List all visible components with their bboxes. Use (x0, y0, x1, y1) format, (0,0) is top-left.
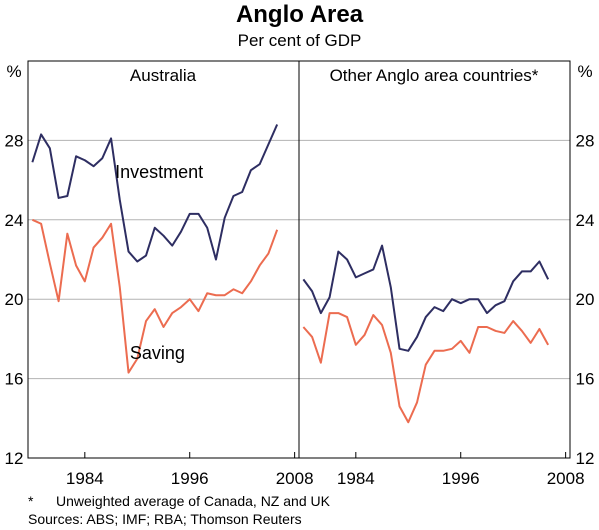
y-tick-label-right: 16 (576, 370, 595, 389)
x-tick-label: 2008 (547, 469, 585, 488)
sources-note: Sources: ABS; IMF; RBA; Thomson Reuters (28, 511, 302, 527)
y-tick-label-right: 24 (576, 211, 595, 230)
series-label-saving: Saving (130, 343, 185, 363)
panel-title-australia: Australia (130, 66, 197, 85)
footnote-marker: * (28, 493, 34, 509)
panel-title-other-anglo: Other Anglo area countries* (330, 66, 539, 85)
y-tick-label-left: 28 (5, 131, 24, 150)
x-tick-label: 1996 (171, 469, 209, 488)
series-line-saving (31, 218, 279, 374)
x-tick-label: 1996 (442, 469, 480, 488)
y-axis-unit-left: % (6, 62, 21, 81)
x-tick-label: 1984 (337, 469, 375, 488)
chart-frame (27, 60, 571, 459)
chart-figure: % % Australia Other Anglo area countries… (5, 60, 595, 488)
chart-title: Anglo Area (235, 1, 364, 28)
y-tick-label-right: 12 (576, 449, 595, 468)
y-axis-unit-right: % (577, 62, 592, 81)
series-line-investment (31, 124, 279, 263)
series-layer (31, 124, 550, 424)
series-line-saving (302, 312, 550, 424)
series-line-investment (302, 244, 550, 352)
y-tick-label-left: 20 (5, 290, 24, 309)
y-tick-label-left: 16 (5, 370, 24, 389)
footnote-text: Unweighted average of Canada, NZ and UK (56, 493, 330, 509)
y-tick-label-right: 28 (576, 131, 595, 150)
y-tick-label-left: 24 (5, 211, 24, 230)
chart-subtitle: Per cent of GDP (237, 31, 362, 50)
x-tick-label: 2008 (276, 469, 314, 488)
grid-lines (28, 139, 570, 380)
chart-text: % % Australia Other Anglo area countries… (5, 62, 595, 488)
series-label-investment: Investment (115, 162, 203, 182)
footnote: * Unweighted average of Canada, NZ and UK (28, 493, 330, 509)
x-tick-label: 1984 (66, 469, 104, 488)
y-tick-label-right: 20 (576, 290, 595, 309)
y-tick-label-left: 12 (5, 449, 24, 468)
